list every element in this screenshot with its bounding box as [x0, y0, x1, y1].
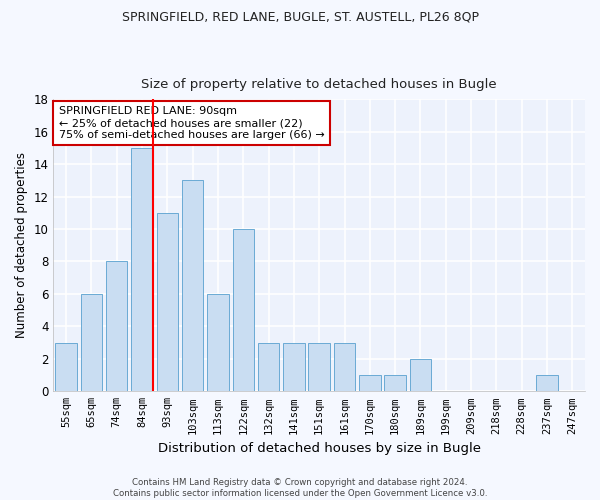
Bar [359, 375, 380, 392]
Bar [536, 375, 558, 392]
Bar [106, 262, 127, 392]
Bar [258, 342, 280, 392]
X-axis label: Distribution of detached houses by size in Bugle: Distribution of detached houses by size … [158, 442, 481, 455]
Bar [283, 342, 305, 392]
Bar [157, 212, 178, 392]
Bar [131, 148, 153, 392]
Bar [182, 180, 203, 392]
Text: SPRINGFIELD, RED LANE, BUGLE, ST. AUSTELL, PL26 8QP: SPRINGFIELD, RED LANE, BUGLE, ST. AUSTEL… [121, 10, 479, 23]
Bar [80, 294, 102, 392]
Bar [334, 342, 355, 392]
Bar [385, 375, 406, 392]
Bar [410, 359, 431, 392]
Title: Size of property relative to detached houses in Bugle: Size of property relative to detached ho… [142, 78, 497, 91]
Text: Contains HM Land Registry data © Crown copyright and database right 2024.
Contai: Contains HM Land Registry data © Crown c… [113, 478, 487, 498]
Text: SPRINGFIELD RED LANE: 90sqm
← 25% of detached houses are smaller (22)
75% of sem: SPRINGFIELD RED LANE: 90sqm ← 25% of det… [59, 106, 325, 140]
Bar [308, 342, 330, 392]
Bar [207, 294, 229, 392]
Y-axis label: Number of detached properties: Number of detached properties [15, 152, 28, 338]
Bar [55, 342, 77, 392]
Bar [233, 229, 254, 392]
